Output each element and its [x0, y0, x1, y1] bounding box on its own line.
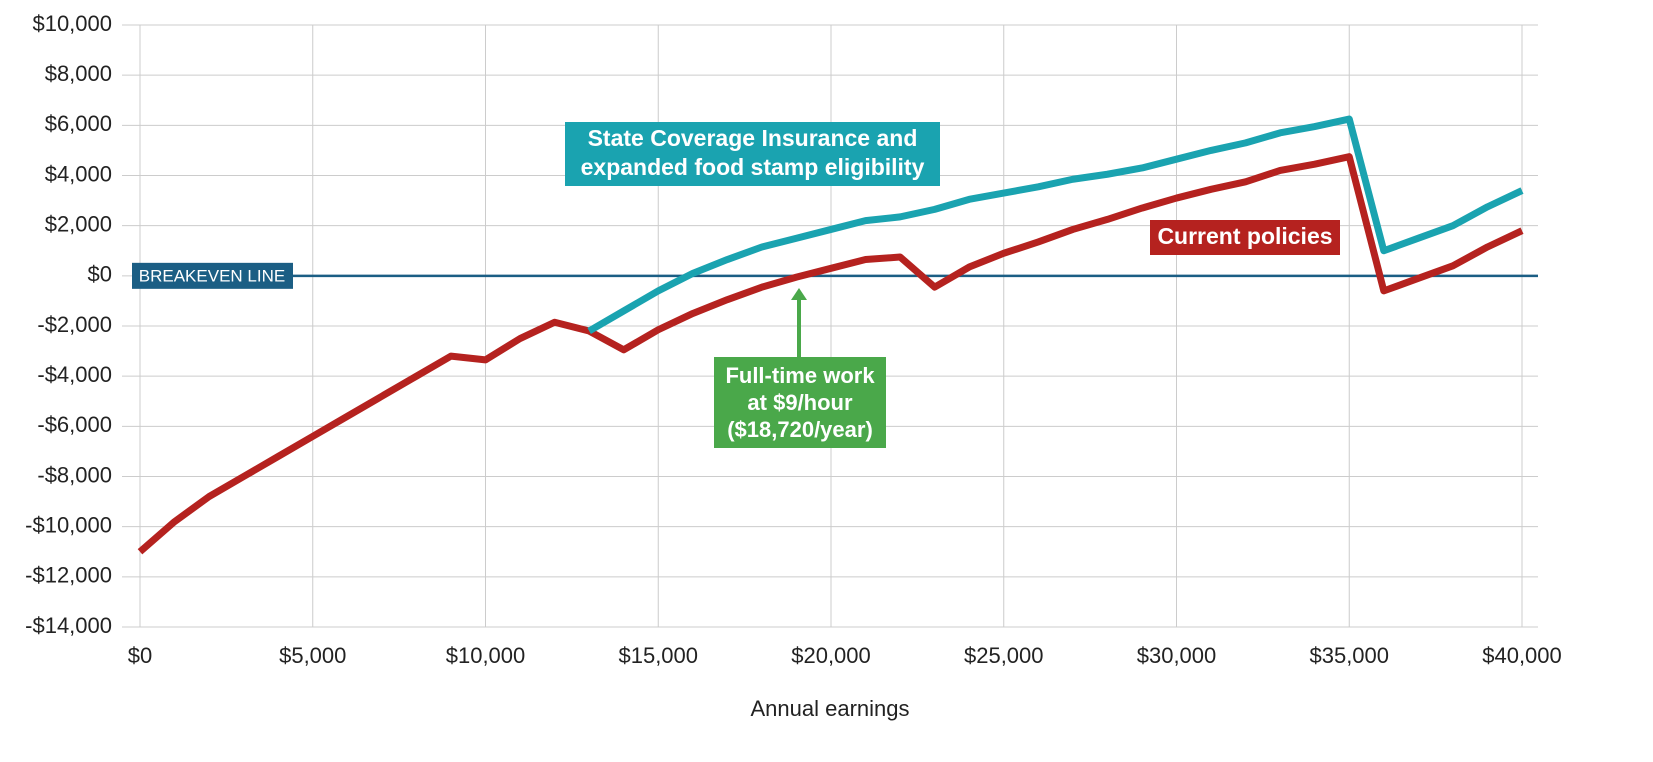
series-label: State Coverage Insurance and [588, 125, 918, 151]
callout-text: at $9/hour [747, 390, 853, 415]
x-axis-label: Annual earnings [750, 696, 909, 721]
x-tick-label: $5,000 [279, 643, 346, 668]
series-label: expanded food stamp eligibility [581, 154, 925, 180]
y-tick-label: -$12,000 [25, 563, 112, 588]
series-label-box [1150, 220, 1340, 255]
y-tick-label: $8,000 [45, 61, 112, 86]
x-tick-label: $30,000 [1137, 643, 1217, 668]
breakeven-box [132, 262, 293, 289]
x-tick-label: $10,000 [446, 643, 526, 668]
y-tick-label: $0 [88, 262, 112, 287]
y-tick-label: -$2,000 [37, 312, 112, 337]
x-tick-label: $0 [128, 643, 152, 668]
y-tick-label: -$8,000 [37, 462, 112, 487]
y-tick-label: $2,000 [45, 211, 112, 236]
x-tick-label: $25,000 [964, 643, 1044, 668]
y-tick-label: -$4,000 [37, 362, 112, 387]
y-tick-label: -$6,000 [37, 412, 112, 437]
y-tick-label: $4,000 [45, 161, 112, 186]
series-line [587, 115, 1524, 335]
callout-box [714, 357, 886, 448]
x-tick-label: $35,000 [1309, 643, 1389, 668]
series-label: Current policies [1157, 223, 1332, 249]
x-tick-label: $40,000 [1482, 643, 1562, 668]
breakeven-label: BREAKEVEN LINE [139, 266, 285, 285]
series-line [137, 153, 1524, 555]
y-tick-label: -$10,000 [25, 512, 112, 537]
y-tick-label: $6,000 [45, 111, 112, 136]
y-tick-label: -$14,000 [25, 613, 112, 638]
callout-arrowhead [791, 288, 807, 300]
callout-text: ($18,720/year) [727, 417, 873, 442]
x-tick-label: $15,000 [618, 643, 698, 668]
x-tick-label: $20,000 [791, 643, 871, 668]
callout-text: Full-time work [725, 363, 875, 388]
y-tick-label: $10,000 [32, 11, 112, 36]
series-label-box [565, 122, 940, 186]
